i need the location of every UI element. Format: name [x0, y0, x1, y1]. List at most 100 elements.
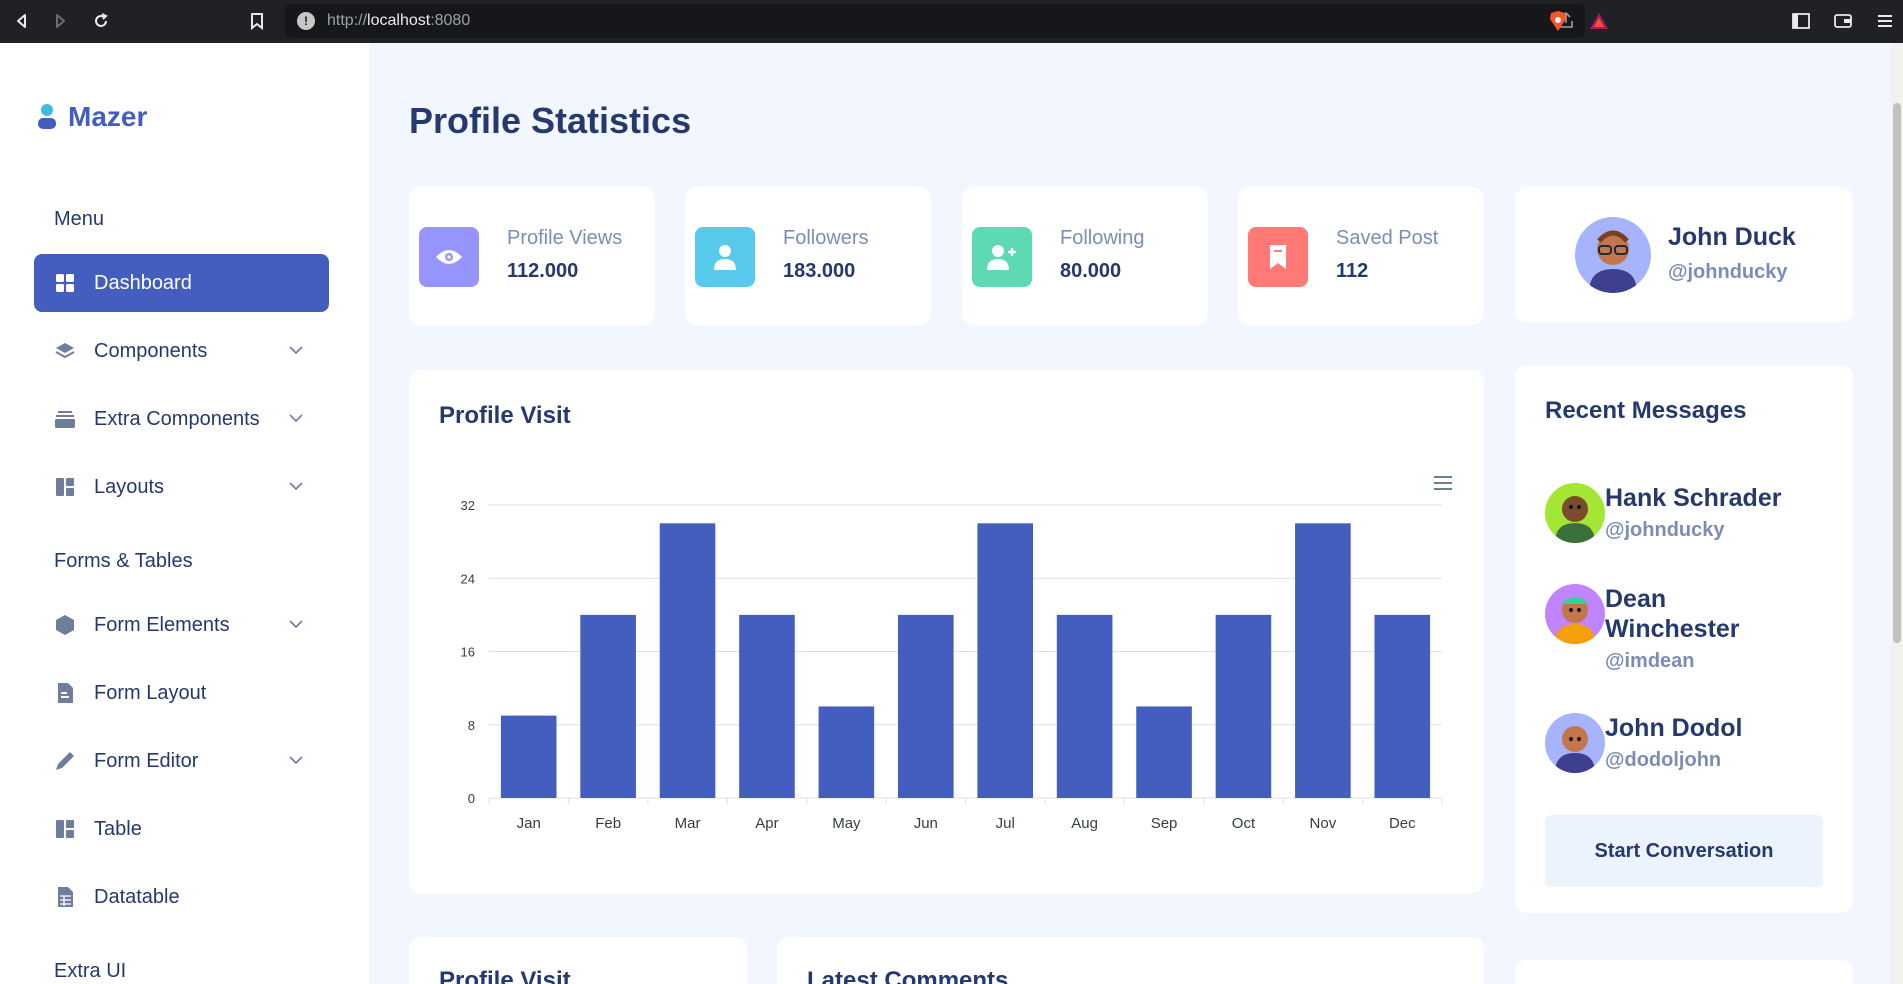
sidebar-item-label: Form Elements — [94, 613, 230, 636]
avatar[interactable] — [1545, 483, 1605, 543]
stat-value: 80.000 — [1060, 260, 1122, 282]
user-logo-icon — [38, 104, 56, 129]
layout-icon — [54, 818, 76, 840]
sidebar-item-form-layout[interactable]: Form Layout — [34, 664, 329, 722]
chart-menu-icon[interactable] — [1432, 474, 1454, 492]
bar-may — [818, 706, 875, 798]
bar-nov — [1295, 523, 1351, 798]
person-plus-icon — [972, 227, 1032, 287]
chevron-down-icon — [289, 482, 303, 491]
collection-icon — [54, 408, 76, 430]
sidebar-item-form-editor[interactable]: Form Editor — [34, 732, 329, 790]
profile-visit-bottom-card: Profile Visit — [409, 937, 747, 984]
site-info-icon[interactable]: ! — [297, 12, 315, 30]
sidebar-section-menu: Menu — [54, 208, 105, 230]
sidebar-item-dashboard[interactable]: Dashboard — [34, 254, 329, 312]
x-tick-label: Mar — [675, 815, 701, 832]
layout-icon — [54, 476, 76, 498]
stat-card-followers: Followers 183.000 — [685, 187, 931, 325]
hexagon-icon — [54, 614, 76, 636]
latest-comments-card: Latest Comments — [777, 937, 1484, 984]
message-sender-handle: @dodoljohn — [1605, 749, 1722, 771]
chevron-down-icon — [289, 414, 303, 423]
avatar[interactable] — [1545, 584, 1605, 644]
x-tick-label: Feb — [595, 815, 621, 832]
sidebar-item-label: Dashboard — [94, 271, 192, 294]
page-scrollbar[interactable] — [1891, 43, 1903, 984]
file-text-icon — [54, 682, 76, 704]
message-sender-handle: @johnducky — [1605, 519, 1725, 541]
sidebar-item-layouts[interactable]: Layouts — [34, 458, 329, 516]
chart-title: Profile Visit — [439, 402, 571, 429]
profile-handle: @johnducky — [1668, 261, 1788, 283]
sidebar-section-forms: Forms & Tables — [54, 550, 193, 572]
profile-name: John Duck — [1668, 223, 1796, 251]
bar-feb — [580, 614, 636, 798]
sidebar-item-extra-components[interactable]: Extra Components — [34, 390, 329, 448]
sidebar-item-table[interactable]: Table — [34, 800, 329, 858]
bookmark-page-icon[interactable] — [245, 9, 269, 33]
card-title: Latest Comments — [807, 967, 1009, 984]
forward-icon[interactable] — [48, 9, 72, 33]
x-tick-label: Jul — [996, 815, 1015, 832]
recent-messages-title: Recent Messages — [1545, 397, 1747, 424]
wallet-icon[interactable] — [1832, 10, 1854, 32]
eye-icon — [419, 227, 479, 287]
url-host: localhost — [367, 12, 431, 29]
sidebar-item-label: Layouts — [94, 475, 165, 498]
recent-messages-card: Recent Messages Hank Schrader @johnducky… — [1515, 365, 1853, 913]
avatar-illustration — [1589, 230, 1637, 293]
scrollbar-thumb[interactable] — [1893, 103, 1901, 643]
reload-icon[interactable] — [89, 9, 113, 33]
x-tick-label: Nov — [1310, 815, 1337, 832]
x-tick-label: Sep — [1151, 815, 1178, 832]
sidebar: Mazer Menu Dashboard Components Extra Co… — [0, 43, 369, 984]
brand-logo[interactable]: Mazer — [36, 101, 147, 133]
grid-icon — [54, 272, 76, 294]
sidebar-item-components[interactable]: Components — [34, 322, 329, 380]
sidebar-item-label: Extra Components — [94, 407, 260, 430]
stat-card-profile-views: Profile Views 112.000 — [409, 187, 655, 325]
x-tick-label: Oct — [1232, 815, 1256, 832]
x-tick-label: Jan — [517, 815, 541, 832]
bar-aug — [1056, 614, 1113, 798]
url-text[interactable]: http://localhost:8080 — [327, 12, 470, 30]
stat-value: 112 — [1336, 260, 1369, 282]
profile-card: John Duck @johnducky — [1515, 187, 1853, 322]
person-icon — [695, 227, 755, 287]
bar-jan — [500, 715, 557, 798]
stat-label: Followers — [783, 227, 869, 249]
avatar[interactable] — [1575, 217, 1651, 293]
y-tick-label: 0 — [468, 791, 475, 806]
back-icon[interactable] — [10, 9, 34, 33]
y-tick-label: 32 — [461, 498, 475, 513]
bar-apr — [739, 614, 795, 798]
message-sender-name: Dean Winchester — [1605, 585, 1740, 643]
bar-oct — [1215, 614, 1272, 798]
message-sender-name: Hank Schrader — [1605, 484, 1782, 512]
brave-rewards-icon[interactable] — [1588, 10, 1610, 32]
avatar[interactable] — [1545, 713, 1605, 773]
stat-label: Saved Post — [1336, 227, 1439, 249]
card-title: Profile Visit — [439, 967, 571, 984]
sidebar-toggle-icon[interactable] — [1790, 10, 1812, 32]
bar-jun — [897, 614, 954, 798]
sidebar-item-label: Form Layout — [94, 681, 207, 704]
browser-toolbar: ! http://localhost:8080 — [0, 0, 1903, 43]
sidebar-item-datatable[interactable]: Datatable — [34, 868, 329, 926]
browser-menu-icon[interactable] — [1874, 10, 1896, 32]
address-bar[interactable]: ! http://localhost:8080 — [285, 4, 1585, 38]
x-tick-label: Apr — [755, 815, 778, 832]
stat-label: Following — [1060, 227, 1145, 249]
chevron-down-icon — [289, 620, 303, 629]
bookmark-icon — [1248, 227, 1308, 287]
start-conversation-button[interactable]: Start Conversation — [1545, 815, 1823, 887]
sidebar-item-label: Components — [94, 339, 208, 362]
sidebar-item-form-elements[interactable]: Form Elements — [34, 596, 329, 654]
stat-label: Profile Views — [507, 227, 623, 249]
stat-card-saved-post: Saved Post 112 — [1238, 187, 1484, 325]
y-tick-label: 16 — [461, 645, 475, 660]
brave-shields-icon[interactable] — [1547, 10, 1569, 32]
x-tick-label: May — [832, 815, 861, 832]
y-tick-label: 24 — [461, 571, 475, 586]
